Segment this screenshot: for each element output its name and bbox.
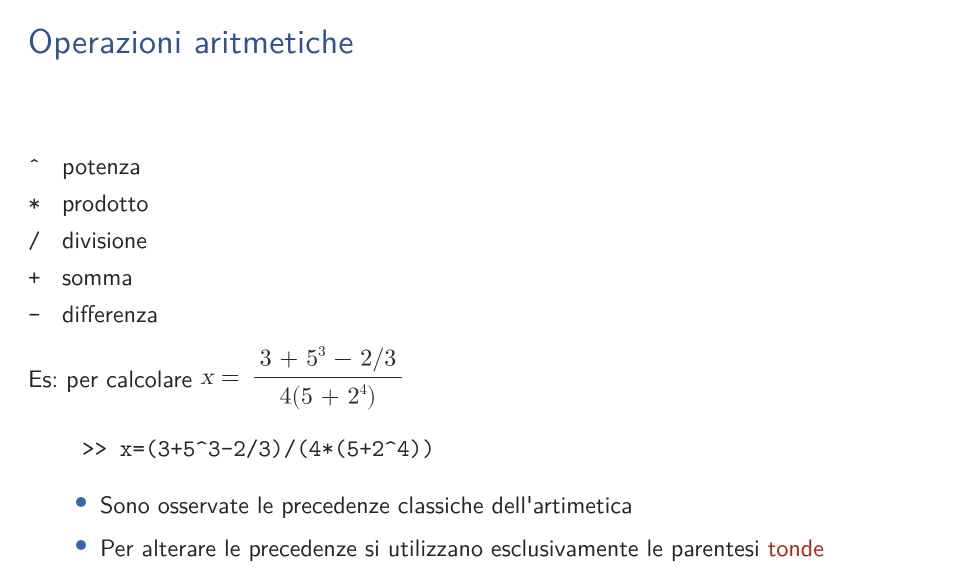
bullet-text: Per alterare le precedenze si utilizzano… — [100, 530, 932, 563]
bullet-text: Sono osservate le precedenze classiche d… — [100, 487, 932, 520]
bullet-item: Sono osservate le precedenze classiche d… — [76, 487, 932, 520]
fraction-denominator: 4(5 + 24) — [274, 380, 383, 414]
bullet-accent: tonde — [768, 529, 824, 564]
den-part-b: ) — [367, 385, 376, 409]
operator-list: ˆ potenza * prodotto / divisione + somma… — [28, 148, 932, 332]
den-exp: 4 — [359, 382, 366, 397]
example-var: x — [200, 361, 213, 394]
example-eq: = — [221, 361, 240, 394]
slide-title: Operazioni aritmetiche — [28, 14, 354, 64]
op-row: ˆ potenza — [28, 148, 932, 183]
op-desc: divisione — [62, 221, 147, 256]
op-desc: prodotto — [62, 184, 148, 219]
op-desc: potenza — [62, 147, 141, 182]
op-symbol: + — [28, 261, 54, 294]
op-row: - differenza — [28, 296, 932, 331]
num-exp: 3 — [318, 344, 325, 359]
op-symbol: * — [28, 187, 54, 220]
example-fraction: 3 + 53 − 2/3 4(5 + 24) — [254, 342, 403, 415]
code-line: >> x=(3+5^3-2/3)/(4*(5+2^4)) — [82, 432, 932, 465]
fraction-numerator: 3 + 53 − 2/3 — [254, 342, 403, 376]
bullet-list: Sono osservate le precedenze classiche d… — [76, 487, 932, 563]
fraction-bar — [254, 377, 403, 378]
bullet-item: Per alterare le precedenze si utilizzano… — [76, 530, 932, 563]
op-row: + somma — [28, 259, 932, 294]
op-desc: somma — [62, 258, 133, 293]
example-line: Es: per calcolare x = 3 + 53 − 2/3 4(5 +… — [28, 342, 932, 415]
bullet-icon — [76, 540, 86, 550]
bullet-icon — [76, 497, 86, 507]
bullet-pre: Per alterare le precedenze si utilizzano… — [100, 529, 768, 564]
op-row: * prodotto — [28, 185, 932, 220]
op-desc: differenza — [62, 295, 158, 330]
example-lead: Es: per calcolare — [28, 361, 192, 394]
den-part-a: 4(5 + 2 — [280, 385, 360, 409]
num-part-b: − 2/3 — [326, 346, 397, 370]
num-part-a: 3 + 5 — [260, 346, 319, 370]
op-symbol: ˆ — [28, 150, 54, 183]
slide-body: ˆ potenza * prodotto / divisione + somma… — [28, 148, 932, 573]
op-symbol: - — [28, 298, 54, 331]
op-symbol: / — [28, 224, 54, 257]
op-row: / divisione — [28, 222, 932, 257]
